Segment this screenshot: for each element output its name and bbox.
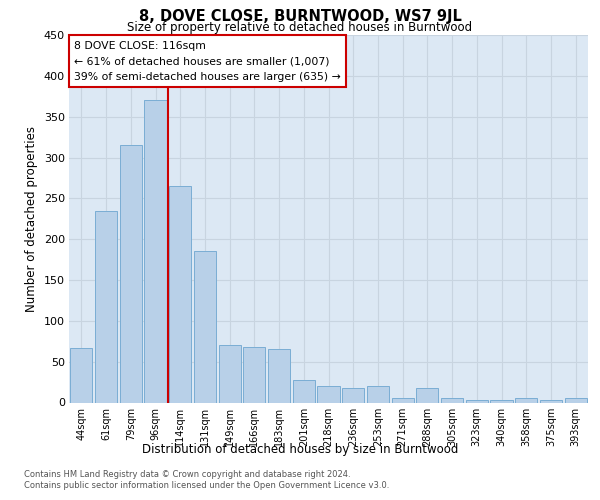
Text: Contains public sector information licensed under the Open Government Licence v3: Contains public sector information licen… bbox=[24, 481, 389, 490]
Bar bbox=[565, 398, 587, 402]
Bar bbox=[243, 347, 265, 403]
Text: 8 DOVE CLOSE: 116sqm
← 61% of detached houses are smaller (1,007)
39% of semi-de: 8 DOVE CLOSE: 116sqm ← 61% of detached h… bbox=[74, 40, 341, 82]
Bar bbox=[540, 400, 562, 402]
Bar bbox=[490, 400, 512, 402]
Text: Contains HM Land Registry data © Crown copyright and database right 2024.: Contains HM Land Registry data © Crown c… bbox=[24, 470, 350, 479]
Bar bbox=[441, 398, 463, 402]
Bar bbox=[194, 252, 216, 402]
Bar bbox=[515, 398, 538, 402]
Bar bbox=[416, 388, 439, 402]
Bar bbox=[392, 398, 414, 402]
Bar bbox=[70, 348, 92, 403]
Bar bbox=[342, 388, 364, 402]
Text: Distribution of detached houses by size in Burntwood: Distribution of detached houses by size … bbox=[142, 442, 458, 456]
Bar bbox=[317, 386, 340, 402]
Y-axis label: Number of detached properties: Number of detached properties bbox=[25, 126, 38, 312]
Bar bbox=[268, 350, 290, 403]
Bar bbox=[95, 210, 117, 402]
Bar bbox=[293, 380, 315, 402]
Bar bbox=[367, 386, 389, 402]
Bar bbox=[218, 346, 241, 403]
Bar bbox=[169, 186, 191, 402]
Text: 8, DOVE CLOSE, BURNTWOOD, WS7 9JL: 8, DOVE CLOSE, BURNTWOOD, WS7 9JL bbox=[139, 9, 461, 24]
Text: Size of property relative to detached houses in Burntwood: Size of property relative to detached ho… bbox=[127, 21, 473, 34]
Bar bbox=[145, 100, 167, 403]
Bar bbox=[119, 146, 142, 402]
Bar bbox=[466, 400, 488, 402]
